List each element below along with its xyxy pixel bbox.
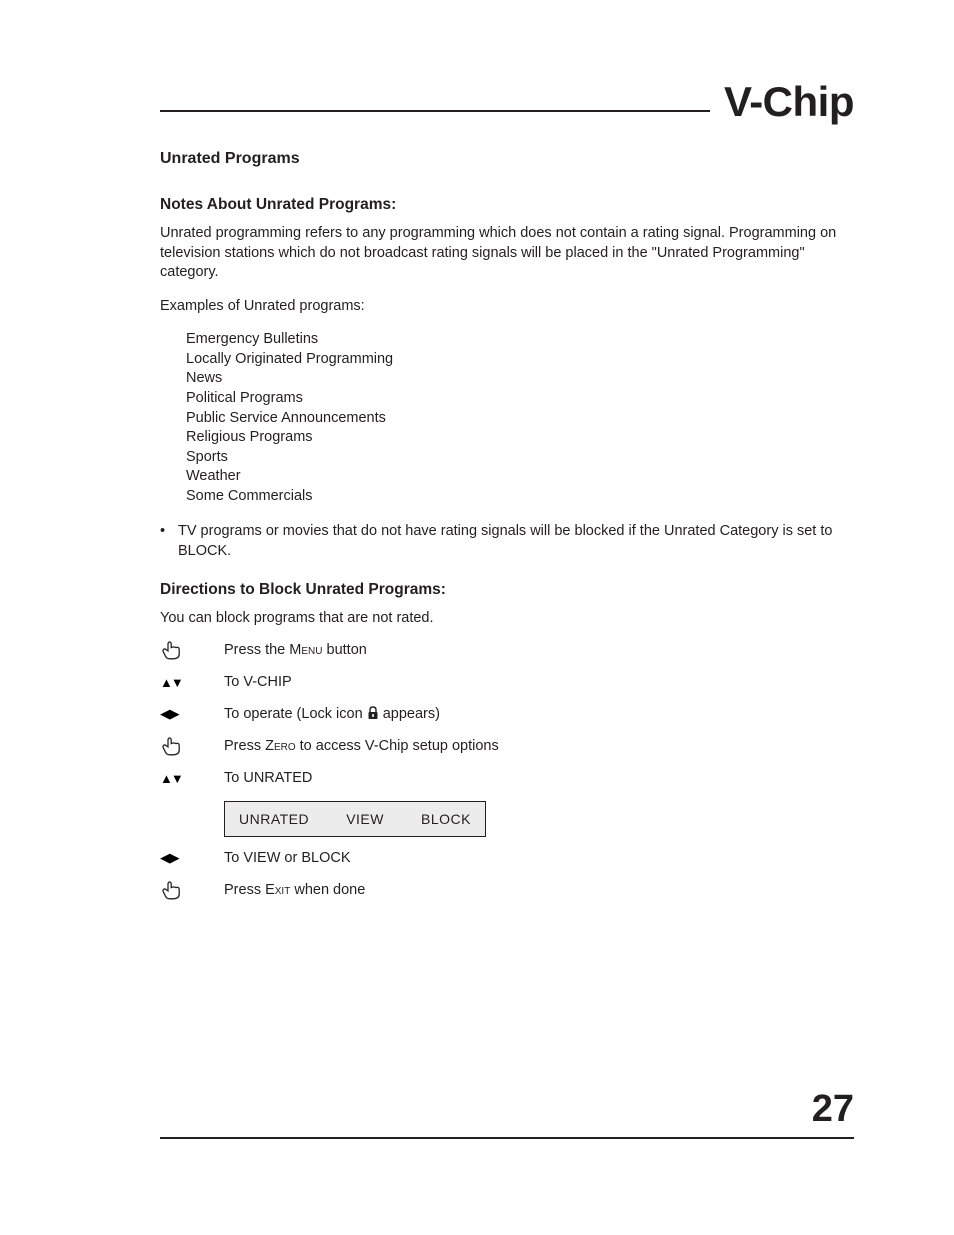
step-row: ▲▼ To V-CHIP bbox=[160, 669, 854, 695]
list-item: Emergency Bulletins bbox=[186, 330, 854, 350]
text-fragment: Press bbox=[224, 738, 265, 754]
left-right-icon: ◀ ▶ bbox=[160, 850, 224, 866]
list-item: News bbox=[186, 369, 854, 389]
hand-press-icon bbox=[160, 879, 184, 901]
step-row: Press the Menu button bbox=[160, 637, 854, 663]
text-fragment: appears) bbox=[379, 706, 440, 722]
lock-icon bbox=[367, 706, 379, 720]
step-text: To UNRATED bbox=[224, 770, 312, 786]
hand-press-icon bbox=[160, 639, 184, 661]
step-text: Press Zero to access V-Chip setup option… bbox=[224, 738, 499, 754]
step-text: To VIEW or BLOCK bbox=[224, 850, 351, 866]
notes-heading: Notes About Unrated Programs: bbox=[160, 196, 854, 214]
manual-page: V-Chip Unrated Programs Notes About Unra… bbox=[0, 0, 954, 1235]
list-item: Some Commercials bbox=[186, 487, 854, 507]
list-item: Political Programs bbox=[186, 389, 854, 409]
text-fragment: to access V-Chip setup options bbox=[296, 738, 499, 754]
top-rule-with-title: V-Chip bbox=[160, 78, 854, 126]
press-icon bbox=[160, 879, 224, 901]
bottom-horizontal-rule bbox=[160, 1137, 854, 1139]
directions-heading: Directions to Block Unrated Programs: bbox=[160, 581, 854, 599]
text-fragment: Press the bbox=[224, 642, 289, 658]
bullet-note-row: • TV programs or movies that do not have… bbox=[160, 522, 854, 561]
step-row: ◀ ▶ To VIEW or BLOCK bbox=[160, 845, 854, 871]
up-down-icon: ▲▼ bbox=[160, 675, 224, 690]
page-number: 27 bbox=[812, 1088, 854, 1131]
step-row: Press Exit when done bbox=[160, 877, 854, 903]
text-fragment: To operate (Lock icon bbox=[224, 706, 367, 722]
step-text: To V-CHIP bbox=[224, 674, 292, 690]
text-smallcaps: Exit bbox=[265, 882, 290, 898]
hand-press-icon bbox=[160, 735, 184, 757]
bullet-dot: • bbox=[160, 522, 178, 561]
step-text: Press the Menu button bbox=[224, 642, 367, 658]
steps-list: Press the Menu button ▲▼ To V-CHIP ◀ ▶ T… bbox=[160, 637, 854, 903]
text-fragment: when done bbox=[290, 882, 365, 898]
text-smallcaps: Zero bbox=[265, 738, 296, 754]
up-down-icon: ▲▼ bbox=[160, 771, 224, 786]
list-item: Public Service Announcements bbox=[186, 409, 854, 429]
press-icon bbox=[160, 735, 224, 757]
option-view: VIEW bbox=[346, 811, 384, 827]
directions-intro: You can block programs that are not rate… bbox=[160, 609, 854, 629]
text-fragment: Press bbox=[224, 882, 265, 898]
step-text: To operate (Lock icon appears) bbox=[224, 706, 440, 722]
press-icon bbox=[160, 639, 224, 661]
section-title: Unrated Programs bbox=[160, 150, 854, 168]
list-item: Weather bbox=[186, 467, 854, 487]
option-box: UNRATED VIEW BLOCK bbox=[224, 801, 486, 837]
list-item: Locally Originated Programming bbox=[186, 350, 854, 370]
step-row: ▲▼ To UNRATED bbox=[160, 765, 854, 791]
text-smallcaps: Menu bbox=[289, 642, 322, 658]
top-horizontal-rule bbox=[160, 110, 710, 112]
list-item: Religious Programs bbox=[186, 428, 854, 448]
list-item: Sports bbox=[186, 448, 854, 468]
step-text: Press Exit when done bbox=[224, 882, 365, 898]
bullet-note-text: TV programs or movies that do not have r… bbox=[178, 522, 854, 561]
option-block: BLOCK bbox=[421, 811, 471, 827]
examples-list: Emergency Bulletins Locally Originated P… bbox=[186, 330, 854, 506]
notes-paragraph: Unrated programming refers to any progra… bbox=[160, 224, 854, 283]
text-fragment: button bbox=[322, 642, 366, 658]
step-row: Press Zero to access V-Chip setup option… bbox=[160, 733, 854, 759]
chapter-title: V-Chip bbox=[724, 78, 854, 126]
step-row: ◀ ▶ To operate (Lock icon appears) bbox=[160, 701, 854, 727]
examples-intro: Examples of Unrated programs: bbox=[160, 297, 854, 317]
left-right-icon: ◀ ▶ bbox=[160, 706, 224, 722]
option-label: UNRATED bbox=[239, 811, 309, 827]
